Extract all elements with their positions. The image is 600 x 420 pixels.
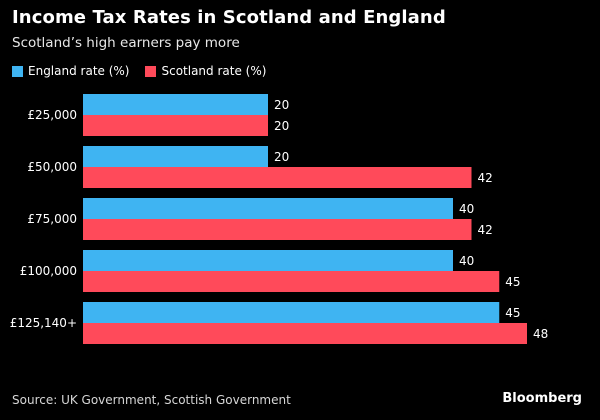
legend: England rate (%) Scotland rate (%) (12, 64, 282, 78)
bar-england (83, 146, 268, 167)
category-label: £75,000 (27, 212, 77, 226)
source-note: Source: UK Government, Scottish Governme… (12, 393, 291, 407)
bar-england (83, 198, 453, 219)
data-label: 45 (505, 275, 520, 289)
bar-england (83, 302, 500, 323)
bar-scotland (83, 323, 527, 344)
data-label: 40 (459, 202, 474, 216)
legend-item-scotland: Scotland rate (%) (145, 64, 266, 78)
legend-swatch-scotland (145, 65, 157, 77)
category-label: £25,000 (27, 108, 77, 122)
category-label: £50,000 (27, 160, 77, 174)
bar-scotland (83, 167, 472, 188)
legend-label-scotland: Scotland rate (%) (161, 64, 267, 78)
bar-scotland (83, 219, 472, 240)
bar-england (83, 94, 268, 115)
legend-item-england: England rate (%) (12, 64, 129, 78)
data-label: 48 (533, 327, 548, 341)
legend-swatch-england (12, 65, 23, 77)
bar-scotland (83, 115, 268, 136)
data-label: 20 (274, 150, 289, 164)
bar-scotland (83, 271, 500, 292)
data-label: 45 (505, 306, 520, 320)
chart-subtitle: Scotland’s high earners pay more (12, 35, 240, 51)
data-label: 20 (274, 119, 289, 133)
brand-logo: Bloomberg (502, 391, 582, 406)
data-label: 42 (478, 171, 493, 185)
legend-label-england: England rate (%) (28, 64, 130, 78)
bar-england (83, 250, 453, 271)
data-label: 42 (478, 223, 493, 237)
data-label: 20 (274, 98, 289, 112)
data-label: 40 (459, 254, 474, 268)
chart-title: Income Tax Rates in Scotland and England (12, 7, 446, 28)
category-label: £100,000 (20, 264, 77, 278)
category-label: £125,140+ (10, 316, 77, 330)
